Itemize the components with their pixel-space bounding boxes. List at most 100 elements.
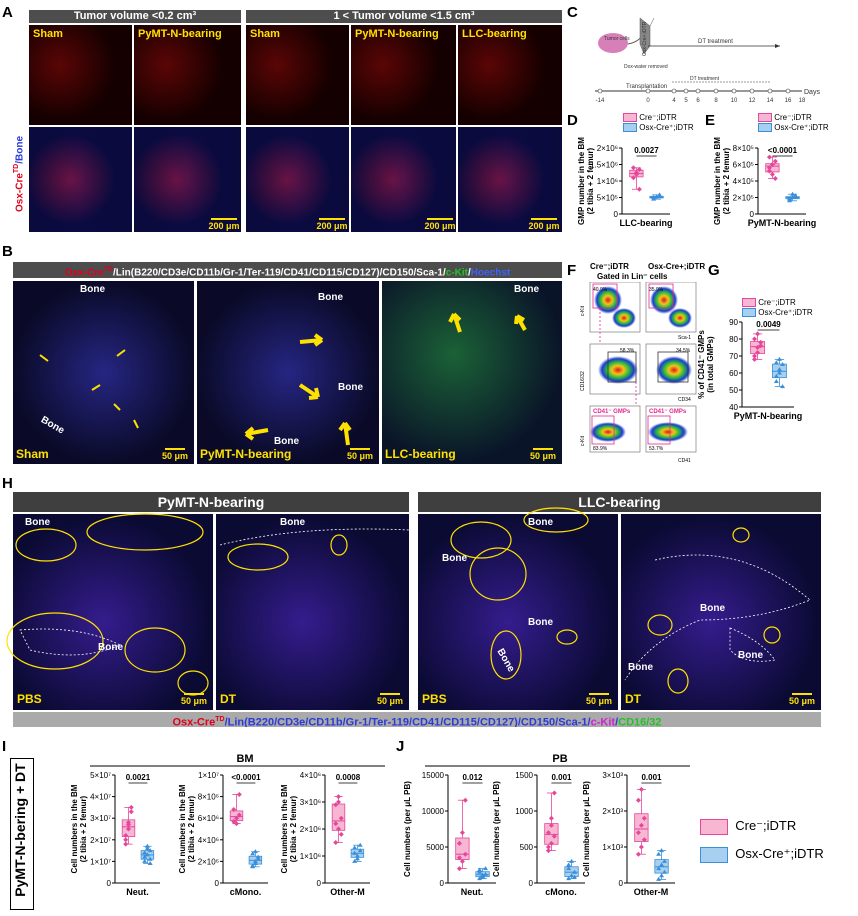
panel-a-col2-label: PyMT-N-bearing xyxy=(138,28,222,40)
p-value: 0.0027 xyxy=(634,146,659,155)
tumor-cells-icon xyxy=(598,33,628,53)
data-point xyxy=(776,356,782,361)
data-point xyxy=(354,856,360,861)
svg-text:83.9%: 83.9% xyxy=(593,446,608,452)
panel-h-bone-10: Bone xyxy=(738,650,763,661)
data-point xyxy=(456,855,462,861)
panel-b-scalebar-3: 50 μm xyxy=(528,448,558,461)
mouse-icon xyxy=(639,17,655,55)
svg-text:CD34: CD34 xyxy=(678,397,691,403)
y-tick-label: 1×10⁷ xyxy=(198,771,219,780)
panel-h-cond-2: DT xyxy=(220,692,236,706)
tick-label: -14 xyxy=(596,98,605,104)
y-tick-label: 0 xyxy=(619,879,624,888)
micro-a-r1-c5 xyxy=(458,25,562,125)
panel-b-llc-label: LLC-bearing xyxy=(385,447,456,461)
y-label: Cell numbers in the BM xyxy=(178,784,187,873)
box-plot-i-neut: 0 1×10⁷ 2×10⁷ 3×10⁷ 4×10⁷ 5×10⁷ 0.0021 Neut. Cel… xyxy=(70,771,160,897)
data-point xyxy=(630,165,636,171)
data-point xyxy=(755,350,761,356)
data-point xyxy=(787,195,793,200)
x-label: PyMT-N-bearing xyxy=(734,411,803,421)
panel-a-header-right: 1 < Tumor volume <1.5 cm³ xyxy=(246,10,562,23)
data-point xyxy=(352,858,358,863)
data-point xyxy=(773,379,779,383)
data-point xyxy=(766,168,772,174)
pb-group-label: PB xyxy=(552,753,567,765)
panel-h-bone-8: Bone xyxy=(700,603,725,614)
micro-a-r2-c2 xyxy=(134,127,241,232)
panel-label-g: G xyxy=(708,262,720,279)
y-label: (2 tibia + 2 femur) xyxy=(187,795,196,862)
data-point xyxy=(142,858,148,863)
data-point xyxy=(766,165,772,171)
data-point xyxy=(752,353,758,359)
p-value: <0.0001 xyxy=(231,773,261,782)
data-point xyxy=(545,844,551,850)
micro-a-r1-c1 xyxy=(29,25,132,125)
tick-label: 8 xyxy=(714,98,718,104)
arrow-icon xyxy=(448,312,462,333)
legend-e: Cre⁻;iDTR Osx-Cre⁺;iDTR xyxy=(758,113,829,133)
data-point xyxy=(234,821,239,827)
panel-h-scalebar-2: 50 μm xyxy=(374,693,406,706)
box-plot-e: 0 2×10⁵ 4×10⁵ 6×10⁵ 8×10⁵ <0.0001 PyMT-N-beari… xyxy=(713,137,816,228)
data-point xyxy=(752,356,758,362)
panel-label-c: C xyxy=(567,4,578,21)
p-value: 0.0021 xyxy=(126,773,151,782)
panel-b-scalebar-1: 50 μm xyxy=(160,448,190,461)
x-label: Neut. xyxy=(461,887,484,897)
data-point xyxy=(147,848,153,853)
panel-a-col3-label: Sham xyxy=(250,28,280,40)
y-tick-label: 1.5×10⁶ xyxy=(590,161,618,170)
panel-label-i: I xyxy=(2,738,7,755)
micro-h-llc-pbs xyxy=(418,514,618,710)
panel-h-bone-5: Bone xyxy=(442,553,467,564)
data-point xyxy=(638,822,644,828)
y-label: (2 tibia + 2 femur) xyxy=(722,147,731,214)
y-label: Cell numbers (per μL PB) xyxy=(582,781,591,877)
data-point xyxy=(144,852,150,857)
data-point xyxy=(656,876,662,881)
data-point xyxy=(352,845,358,850)
arrow-icon xyxy=(298,383,320,400)
data-point xyxy=(144,843,150,848)
x-label: Other-M xyxy=(330,887,365,897)
y-label: (2 tibia + 2 femur) xyxy=(586,147,595,214)
data-point xyxy=(354,853,360,858)
y-tick-label: 4×10⁷ xyxy=(90,793,111,802)
data-point xyxy=(456,866,462,872)
y-tick-label: 10000 xyxy=(422,807,445,816)
data-point xyxy=(790,191,796,196)
box-plot-g: 40 50 60 70 80 90 0.0049 PyMT-N-bearing % of CD4… xyxy=(697,318,802,421)
micro-a-r2-c1 xyxy=(29,127,132,232)
tick-label: 10 xyxy=(731,98,738,104)
svg-text:c-Kit: c-Kit xyxy=(580,305,586,316)
data-point xyxy=(659,848,665,853)
data-point xyxy=(630,175,636,181)
data-point xyxy=(144,845,150,850)
y-tick-label: 0 xyxy=(614,210,619,219)
data-point xyxy=(128,809,134,815)
data-point xyxy=(766,154,772,160)
panel-a-scalebar-4: 200 μm xyxy=(528,218,560,231)
data-point xyxy=(333,821,339,827)
y-label: % of CD41⁻ GMPs xyxy=(697,330,706,399)
panel-a-col1-label: Sham xyxy=(33,28,63,40)
transplantation-label: Transplantation xyxy=(626,84,667,90)
data-point xyxy=(641,837,647,843)
data-point xyxy=(572,874,578,879)
arrow-icon xyxy=(113,403,121,411)
arrow-icon xyxy=(299,333,324,347)
data-point xyxy=(772,158,778,164)
y-tick-label: 3×10⁶ xyxy=(300,798,321,807)
data-point xyxy=(773,360,779,365)
data-point xyxy=(773,373,779,378)
data-point xyxy=(357,848,363,853)
panel-h-header-right: LLC-bearing xyxy=(418,492,821,512)
svg-text:CD16/32: CD16/32 xyxy=(580,371,586,391)
y-tick-label: 0 xyxy=(107,879,112,888)
panel-i-side-box xyxy=(10,758,34,910)
micro-a-r1-c2 xyxy=(134,25,241,125)
data-point xyxy=(635,830,641,836)
